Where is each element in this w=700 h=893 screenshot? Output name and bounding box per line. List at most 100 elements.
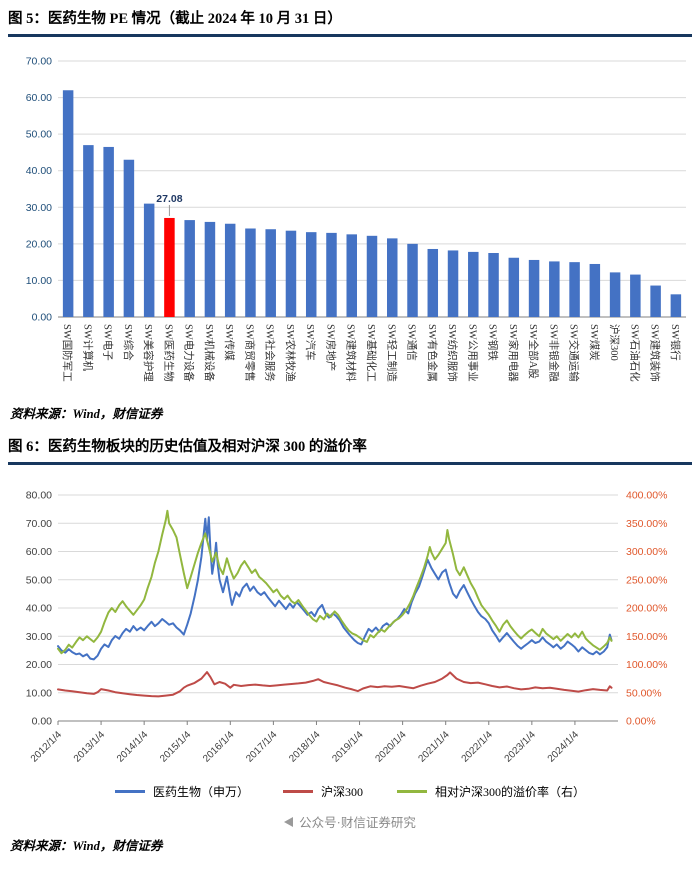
legend-label-premium: 相对沪深300的溢价率（右） bbox=[435, 785, 586, 800]
figure5-section: 图 5：医药生物 PE 情况（截止 2024 年 10 月 31 日） 0.00… bbox=[8, 10, 692, 422]
category-label: SW银行 bbox=[669, 324, 682, 361]
category-label: SW电力设备 bbox=[183, 324, 196, 382]
bar bbox=[245, 228, 256, 318]
bar bbox=[83, 145, 94, 318]
publisher-logo-icon bbox=[284, 816, 294, 827]
left-tick-label: 70.00 bbox=[26, 518, 52, 530]
bar bbox=[164, 218, 175, 318]
legend-label-yiyao: 医药生物（申万） bbox=[152, 785, 249, 800]
figure5-title: 图 5：医药生物 PE 情况（截止 2024 年 10 月 31 日） bbox=[8, 11, 342, 27]
bar bbox=[224, 223, 236, 318]
category-label: SW纺织服饰 bbox=[446, 324, 459, 382]
category-label: SW国防军工 bbox=[61, 324, 74, 382]
publisher-watermark: 公众号·财信证券研究 bbox=[8, 812, 692, 831]
y-tick-label: 10.00 bbox=[26, 275, 52, 287]
bar bbox=[285, 230, 297, 318]
bar bbox=[62, 90, 74, 318]
red-line-swatch bbox=[282, 790, 313, 794]
bar bbox=[650, 285, 661, 318]
category-label: SW石油石化 bbox=[628, 324, 641, 382]
bar bbox=[468, 252, 479, 318]
x-tick-label: 2017/1/4 bbox=[244, 729, 280, 765]
right-tick-label: 0.00% bbox=[626, 716, 656, 728]
category-label: SW建筑材料 bbox=[345, 324, 358, 382]
figure6-legend: 医药生物（申万） 沪深300 相对沪深300的溢价率（右） bbox=[8, 783, 692, 800]
green-line-swatch bbox=[397, 790, 427, 794]
x-tick-label: 2020/1/4 bbox=[373, 729, 409, 765]
bar bbox=[265, 229, 276, 318]
bar bbox=[346, 234, 357, 318]
x-tick-label: 2014/1/4 bbox=[115, 729, 151, 765]
category-label: SW有色金属 bbox=[426, 324, 439, 382]
figure5-source-note: 资料来源：Wind，财信证券 bbox=[10, 407, 163, 422]
x-tick-label: 2012/1/4 bbox=[29, 729, 65, 765]
category-label: SW公用事业 bbox=[466, 324, 479, 382]
legend-item-hs300: 沪深300 bbox=[282, 783, 363, 800]
right-tick-label: 100.00% bbox=[626, 659, 667, 671]
figure5-title-rule bbox=[8, 34, 692, 38]
right-tick-label: 250.00% bbox=[626, 575, 667, 587]
series-line-0 bbox=[57, 516, 613, 661]
blue-line-swatch bbox=[114, 790, 145, 794]
left-tick-label: 20.00 bbox=[26, 659, 52, 671]
y-tick-label: 50.00 bbox=[26, 129, 52, 141]
bar bbox=[143, 203, 155, 318]
bar bbox=[508, 257, 520, 318]
category-label: SW电子 bbox=[102, 324, 115, 361]
y-tick-label: 70.00 bbox=[26, 56, 52, 68]
y-tick-label: 0.00 bbox=[32, 312, 53, 324]
category-label: SW家用电器 bbox=[507, 324, 520, 382]
category-label: SW通信 bbox=[406, 324, 418, 361]
legend-item-yiyao: 医药生物（申万） bbox=[114, 783, 249, 800]
category-label: SW农林牧渔 bbox=[284, 324, 297, 382]
x-tick-label: 2016/1/4 bbox=[201, 729, 237, 765]
figure5-bar-chart: 0.00 10.00 20.00 30.00 40.00 50.00 60.00 70.00 S… bbox=[26, 56, 686, 382]
x-tick-label: 2021/1/4 bbox=[417, 729, 453, 765]
category-label: SW商贸零售 bbox=[243, 324, 256, 382]
bar bbox=[447, 250, 459, 318]
right-tick-label: 200.00% bbox=[626, 603, 667, 615]
category-label: SW计算机 bbox=[81, 324, 94, 372]
bar bbox=[589, 264, 601, 318]
category-label: SW社会服务 bbox=[264, 324, 277, 382]
bar bbox=[305, 232, 317, 318]
bar bbox=[569, 262, 580, 318]
right-tick-label: 150.00% bbox=[626, 631, 667, 643]
figure6-title-rule bbox=[8, 462, 692, 466]
category-label: SW钢铁 bbox=[487, 324, 500, 361]
left-tick-label: 80.00 bbox=[26, 490, 52, 502]
y-tick-label: 30.00 bbox=[26, 202, 52, 214]
figure6-line-chart: 0.00 0.00% 10.00 50.00% 20.00 100.00% 30.00 150… bbox=[26, 490, 668, 765]
bar bbox=[387, 238, 398, 318]
x-tick-label: 2013/1/4 bbox=[72, 729, 108, 765]
category-label: SW医药生物 bbox=[162, 324, 175, 382]
category-label: SW美容护理 bbox=[142, 324, 155, 382]
category-label: SW房地产 bbox=[324, 324, 337, 371]
category-label: SW传媒 bbox=[223, 324, 236, 361]
category-label: SW建筑装饰 bbox=[649, 324, 662, 382]
right-tick-label: 50.00% bbox=[626, 688, 662, 700]
bar bbox=[630, 274, 641, 318]
bar bbox=[103, 147, 114, 318]
category-label: SW全部A股 bbox=[527, 324, 540, 379]
category-label: SW煤炭 bbox=[588, 324, 601, 361]
category-label: SW基础化工 bbox=[365, 324, 378, 382]
legend-item-premium: 相对沪深300的溢价率（右） bbox=[397, 783, 585, 800]
value-callout: 27.08 bbox=[156, 193, 182, 205]
bar bbox=[427, 249, 439, 318]
right-tick-label: 300.00% bbox=[626, 546, 667, 558]
category-label: SW综合 bbox=[122, 324, 135, 361]
y-tick-label: 20.00 bbox=[26, 238, 52, 250]
figure6-section: 图 6：医药生物板块的历史估值及相对沪深 300 的溢价率 0.00 0.00% 1… bbox=[8, 438, 692, 800]
bar bbox=[528, 260, 540, 318]
y-tick-label: 60.00 bbox=[26, 92, 52, 104]
category-label: SW机械设备 bbox=[203, 324, 216, 382]
left-tick-label: 30.00 bbox=[26, 631, 52, 643]
bar bbox=[123, 159, 135, 318]
bar bbox=[488, 253, 499, 318]
bar bbox=[609, 272, 621, 318]
x-tick-label: 2018/1/4 bbox=[287, 729, 323, 765]
x-tick-label: 2015/1/4 bbox=[158, 729, 194, 765]
bar bbox=[326, 233, 337, 318]
